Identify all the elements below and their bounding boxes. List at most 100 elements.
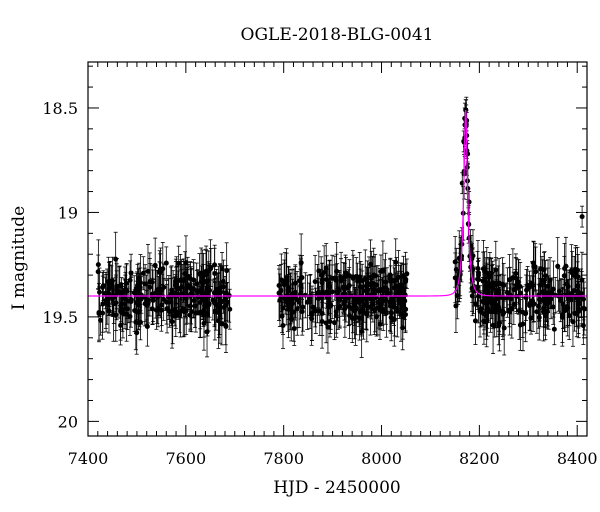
data-point	[551, 326, 557, 332]
data-point	[198, 270, 204, 276]
data-point	[576, 307, 582, 313]
data-point	[219, 321, 225, 327]
data-point	[337, 297, 343, 303]
data-point	[204, 311, 210, 317]
data-point	[124, 306, 130, 312]
data-point	[501, 310, 507, 316]
data-point	[221, 284, 227, 290]
data-point	[569, 291, 575, 297]
data-point	[200, 296, 206, 302]
data-point	[475, 276, 481, 282]
data-point	[510, 275, 516, 281]
data-point	[555, 263, 561, 269]
data-point	[97, 289, 103, 295]
data-point	[276, 282, 282, 288]
data-point	[333, 277, 339, 283]
data-point	[482, 296, 488, 302]
data-point	[511, 301, 517, 307]
data-point	[575, 288, 581, 294]
data-point	[325, 291, 331, 297]
data-point	[309, 312, 315, 318]
data-point	[546, 300, 552, 306]
data-point	[281, 280, 287, 286]
data-point	[204, 329, 210, 335]
data-point	[348, 305, 354, 311]
data-point	[478, 306, 484, 312]
data-point	[506, 307, 512, 313]
data-point	[579, 277, 585, 283]
chart-title: OGLE-2018-BLG-0041	[241, 25, 434, 45]
data-point	[296, 299, 302, 305]
data-point	[110, 296, 116, 302]
data-point	[175, 292, 181, 298]
data-point	[496, 280, 502, 286]
data-point	[490, 298, 496, 304]
data-point	[403, 306, 409, 312]
data-point	[469, 293, 475, 299]
data-point	[122, 287, 128, 293]
data-point	[372, 307, 378, 313]
data-point	[128, 299, 134, 305]
data-point	[309, 316, 315, 322]
data-point	[223, 322, 229, 328]
data-point	[540, 278, 546, 284]
data-point	[580, 323, 586, 329]
data-point	[481, 318, 487, 324]
data-point	[453, 266, 459, 272]
data-point	[336, 287, 342, 293]
data-point	[95, 262, 101, 268]
data-point	[375, 287, 381, 293]
data-point	[312, 308, 318, 314]
data-point	[342, 306, 348, 312]
data-point	[279, 313, 285, 319]
x-tick-label: 8400	[557, 449, 598, 468]
data-point	[98, 317, 104, 323]
data-point	[152, 262, 158, 268]
data-point	[388, 297, 394, 303]
data-point	[128, 270, 134, 276]
data-point	[536, 315, 542, 321]
data-point	[454, 293, 460, 299]
data-point	[403, 277, 409, 283]
data-point	[387, 272, 393, 278]
data-point	[173, 277, 179, 283]
data-point	[173, 281, 179, 287]
data-point	[565, 296, 571, 302]
data-point	[461, 138, 467, 144]
data-point	[542, 273, 548, 279]
data-point	[395, 274, 401, 280]
data-points	[95, 96, 587, 358]
data-point	[278, 294, 284, 300]
data-point	[315, 296, 321, 302]
data-point	[531, 301, 537, 307]
data-point	[145, 268, 151, 274]
data-point	[570, 319, 576, 325]
data-point	[291, 326, 297, 332]
data-point	[316, 268, 322, 274]
data-point	[216, 305, 222, 311]
data-point	[359, 308, 365, 314]
y-axis-label: I magnitude	[9, 206, 29, 310]
data-point	[483, 288, 489, 294]
data-point	[212, 262, 218, 268]
data-point	[297, 278, 303, 284]
data-point	[524, 287, 530, 293]
data-point	[572, 266, 578, 272]
y-tick-label: 19	[58, 203, 78, 222]
data-point	[138, 292, 144, 298]
y-tick-label: 19.5	[42, 308, 78, 327]
data-point	[529, 280, 535, 286]
data-point	[299, 309, 305, 315]
data-point	[208, 265, 214, 271]
data-point	[404, 271, 410, 277]
data-point	[517, 322, 523, 328]
data-point	[382, 279, 388, 285]
data-point	[144, 302, 150, 308]
data-point	[147, 279, 153, 285]
data-point	[113, 256, 119, 262]
data-point	[550, 304, 556, 310]
data-point	[280, 322, 286, 328]
plot-frame	[87, 61, 588, 437]
data-point	[157, 269, 163, 275]
data-point	[569, 270, 575, 276]
